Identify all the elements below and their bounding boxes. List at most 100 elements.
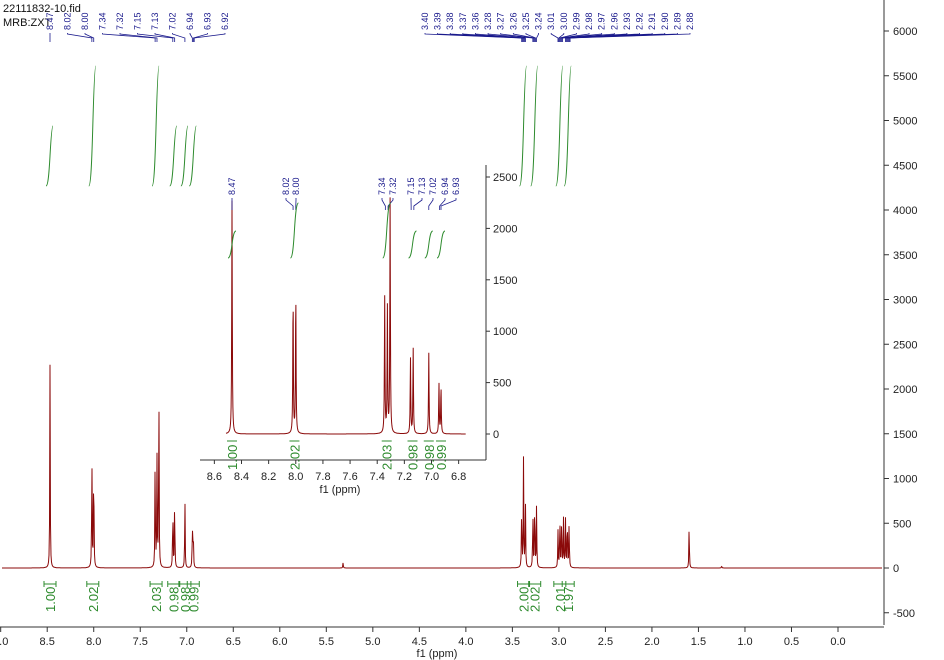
inset-x-tick-label: 6.8 bbox=[451, 471, 466, 483]
main-peak-label: 3.00 bbox=[559, 12, 569, 30]
main-peak-label: 8.47 bbox=[45, 12, 55, 30]
main-peak-label: 3.27 bbox=[496, 12, 506, 30]
inset-peak-label: 6.93 bbox=[451, 177, 461, 195]
inset-peak-label: 7.32 bbox=[388, 177, 398, 195]
main-peak-leader bbox=[102, 33, 156, 42]
main-peak-label: 2.88 bbox=[685, 12, 695, 30]
inset-peak-leader bbox=[428, 198, 434, 210]
main-integral-curve bbox=[530, 65, 539, 187]
main-peak-leader bbox=[154, 33, 176, 42]
main-integral-value: 2.02 bbox=[528, 587, 543, 612]
main-integral-curve bbox=[169, 125, 178, 187]
inset-x-axis-title: f1 (ppm) bbox=[320, 484, 361, 496]
main-peak-leader bbox=[487, 33, 534, 42]
main-x-tick-label: 4.0 bbox=[458, 636, 473, 648]
main-x-axis-title: f1 (ppm) bbox=[417, 648, 458, 660]
main-peak-label: 7.32 bbox=[115, 12, 125, 30]
main-peak-label: 3.36 bbox=[470, 12, 480, 30]
inset-peak-leader bbox=[440, 198, 457, 210]
inset-x-tick-label: 8.2 bbox=[261, 471, 276, 483]
main-integral-curve bbox=[188, 125, 197, 187]
inset-x-tick-label: 7.0 bbox=[424, 471, 439, 483]
inset-peak-label: 7.34 bbox=[377, 177, 387, 195]
inset-peak-leader bbox=[381, 198, 386, 210]
inset-peak-label: 7.02 bbox=[428, 177, 438, 195]
inset-integral-value: 0.98 bbox=[422, 445, 437, 470]
main-x-tick-label: 3.0 bbox=[551, 636, 566, 648]
main-peak-leader bbox=[119, 33, 158, 42]
inset-integral-value: 0.98 bbox=[406, 445, 421, 470]
main-integral-value: 0.98 bbox=[167, 587, 182, 612]
main-y-tick-label: 3000 bbox=[893, 295, 917, 307]
main-y-tick-label: 3500 bbox=[893, 250, 917, 262]
inset-peak-label: 8.47 bbox=[227, 177, 237, 195]
inset-x-tick-label: 8.0 bbox=[288, 471, 303, 483]
inset-integral-curve bbox=[424, 230, 433, 259]
main-peak-label: 2.96 bbox=[609, 12, 619, 30]
main-spectrum-trace bbox=[2, 364, 882, 569]
main-peak-label: 3.38 bbox=[445, 12, 455, 30]
main-y-tick-label: 4000 bbox=[893, 205, 917, 217]
main-integral-value: 2.01 bbox=[553, 587, 568, 612]
inset-x-tick-label: 7.4 bbox=[370, 471, 385, 483]
inset-peak-leader bbox=[413, 198, 423, 210]
main-integral-value: 0.98 bbox=[178, 587, 193, 612]
inset-integral-value: 2.02 bbox=[287, 445, 302, 470]
main-x-tick-label: 1.0 bbox=[737, 636, 752, 648]
inset-background bbox=[200, 165, 495, 495]
inset-spectrum-trace bbox=[225, 197, 466, 435]
inset-peak-label: 8.00 bbox=[291, 177, 301, 195]
main-peak-label: 6.94 bbox=[185, 12, 195, 30]
main-x-tick-label: 6.0 bbox=[272, 636, 287, 648]
main-integral-value: 2.02 bbox=[86, 587, 101, 612]
main-peak-label: 2.89 bbox=[672, 12, 682, 30]
main-peak-leader bbox=[449, 33, 524, 42]
main-integral-curve bbox=[88, 65, 97, 187]
main-peak-label: 3.01 bbox=[546, 12, 556, 30]
inset-plot: 0 500 1000 1500 2000 2500 8.6 8.4 8.2 8.0 7.8 7.6 7.… bbox=[200, 165, 517, 496]
main-y-tick-label: 0 bbox=[893, 563, 899, 575]
main-y-tick-label: 5500 bbox=[893, 71, 917, 83]
main-peak-leader bbox=[462, 33, 525, 42]
main-peak-leader bbox=[84, 33, 95, 42]
main-integral-curve bbox=[45, 125, 54, 187]
main-peak-label: 6.93 bbox=[203, 12, 213, 30]
inset-integral-curve bbox=[290, 202, 299, 259]
main-y-tick-label: 4500 bbox=[893, 160, 917, 172]
main-x-tick-label: 2.0 bbox=[644, 636, 659, 648]
main-integral-value: 0.99 bbox=[186, 587, 201, 612]
inset-peak-label: 6.94 bbox=[440, 177, 450, 195]
main-x-tick-label: 5.5 bbox=[319, 636, 334, 648]
main-x-tick-label: 0.5 bbox=[784, 636, 799, 648]
main-peak-label: 2.97 bbox=[597, 12, 607, 30]
main-peak-leader bbox=[550, 33, 559, 42]
main-integral-curve bbox=[180, 125, 189, 187]
main-peak-label: 2.98 bbox=[584, 12, 594, 30]
main-integral-curve bbox=[563, 65, 572, 187]
main-peak-leader bbox=[560, 33, 590, 42]
main-peak-leader bbox=[189, 33, 193, 42]
main-peak-leader bbox=[137, 33, 174, 42]
main-peak-label: 3.39 bbox=[433, 12, 443, 30]
main-integral-value: 1.97 bbox=[561, 587, 576, 612]
file-name-label: 22111832-10.fid bbox=[3, 3, 81, 15]
main-x-tick-label: 2.5 bbox=[598, 636, 613, 648]
main-peak-label: 2.99 bbox=[571, 12, 581, 30]
inset-x-tick-label: 7.6 bbox=[342, 471, 357, 483]
inset-integral-value: 0.99 bbox=[434, 445, 449, 470]
main-y-tick-label: 6000 bbox=[893, 26, 917, 38]
main-peak-leader bbox=[172, 33, 186, 42]
main-x-tick-label: 7.0 bbox=[179, 636, 194, 648]
inset-integral-value: 1.00 bbox=[225, 445, 240, 470]
main-peak-label: 7.15 bbox=[133, 12, 143, 30]
main-peak-label: 7.13 bbox=[150, 12, 160, 30]
main-y-tick-label: 500 bbox=[893, 518, 911, 530]
main-peak-label: 3.37 bbox=[458, 12, 468, 30]
inset-y-tick-label: 0 bbox=[493, 429, 499, 441]
main-peak-leader bbox=[67, 33, 93, 42]
main-peak-label: 3.40 bbox=[420, 12, 430, 30]
main-peak-leader bbox=[475, 33, 526, 42]
inset-peak-label: 7.13 bbox=[417, 177, 427, 195]
main-peak-label: 3.28 bbox=[483, 12, 493, 30]
